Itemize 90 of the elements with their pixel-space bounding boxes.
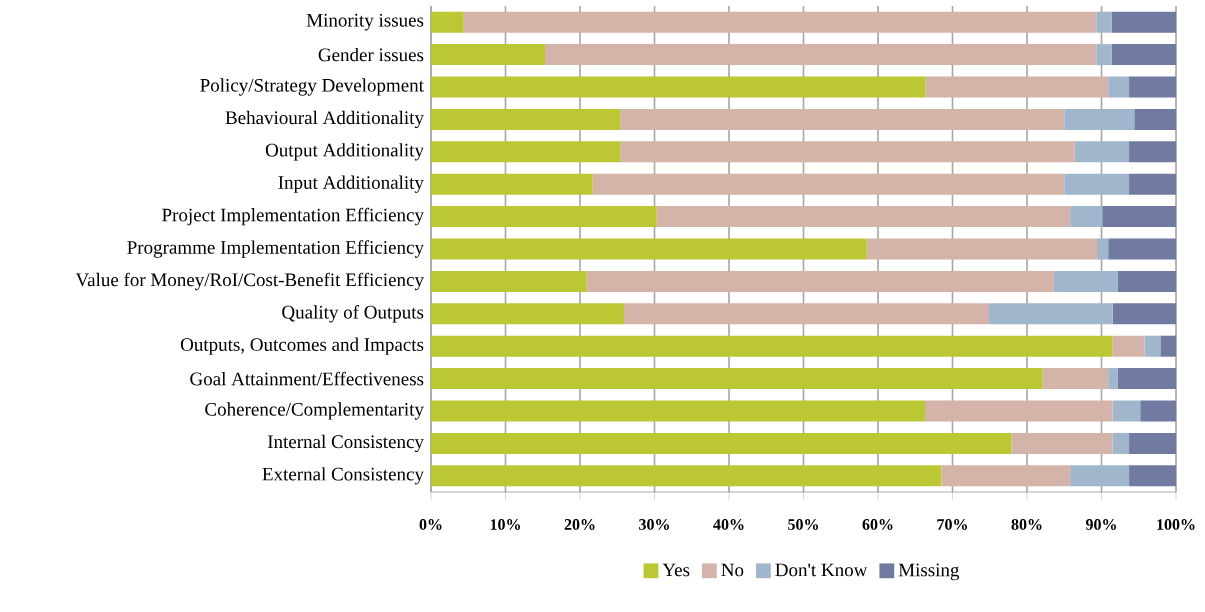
y-tick-label: Project Implementation Efficiency bbox=[162, 207, 424, 226]
y-tick-label: Programme Implementation Efficiency bbox=[127, 240, 424, 258]
bar bbox=[431, 368, 1043, 390]
bar bbox=[620, 108, 1065, 130]
y-tick-label: Quality of Outputs bbox=[282, 305, 424, 323]
bar bbox=[586, 270, 1054, 292]
x-tick-label: 70% bbox=[937, 519, 967, 530]
y-tick-label: Output Additionality bbox=[265, 143, 424, 161]
bar bbox=[431, 238, 867, 260]
bar bbox=[463, 11, 1097, 33]
bar bbox=[431, 400, 925, 422]
bar bbox=[1070, 206, 1103, 228]
legend-label: Don't Know bbox=[775, 563, 868, 577]
bar bbox=[623, 303, 989, 325]
bar bbox=[1074, 141, 1130, 163]
bar bbox=[989, 303, 1113, 325]
bar bbox=[1042, 368, 1109, 390]
y-tick-label: Minority issues bbox=[306, 13, 424, 31]
bar bbox=[431, 141, 621, 163]
bar bbox=[1064, 173, 1130, 195]
bar bbox=[431, 432, 1012, 454]
bar bbox=[1096, 44, 1112, 66]
y-tick-label: Coherence/Complementarity bbox=[205, 402, 424, 420]
bar bbox=[544, 44, 1097, 66]
bar bbox=[941, 465, 1071, 487]
bar bbox=[431, 335, 1113, 357]
y-tick-label: Goal Attainment/Effectiveness bbox=[190, 371, 424, 386]
bar bbox=[1134, 108, 1176, 130]
bar bbox=[656, 206, 1071, 228]
x-tick-label: 100% bbox=[1157, 519, 1195, 530]
y-tick-label: Policy/Strategy Development bbox=[200, 78, 424, 96]
bar bbox=[1129, 141, 1176, 163]
bar bbox=[1053, 270, 1118, 292]
bar bbox=[1112, 303, 1176, 325]
bar bbox=[1108, 76, 1130, 98]
legend-label: Yes bbox=[662, 563, 690, 577]
bar bbox=[1102, 206, 1176, 228]
bar bbox=[1144, 335, 1161, 357]
x-tick-label: 20% bbox=[564, 519, 595, 530]
bar bbox=[431, 270, 587, 292]
x-tick-label: 80% bbox=[1011, 519, 1042, 530]
bar bbox=[1111, 11, 1176, 33]
legend-label: Missing bbox=[898, 563, 960, 581]
bar bbox=[1117, 368, 1176, 390]
bar bbox=[1064, 108, 1135, 130]
y-tick-label: External Consistency bbox=[262, 467, 424, 485]
bar bbox=[1108, 368, 1118, 390]
x-tick-label: 60% bbox=[862, 519, 893, 530]
bar bbox=[1160, 335, 1176, 357]
bar bbox=[1117, 270, 1176, 292]
legend-label: No bbox=[721, 563, 744, 577]
y-tick-label: Input Additionality bbox=[278, 175, 424, 193]
bar bbox=[1129, 465, 1176, 487]
bar bbox=[431, 465, 942, 487]
bar bbox=[1096, 11, 1112, 33]
bar bbox=[1108, 238, 1176, 260]
x-tick-label: 40% bbox=[713, 519, 744, 530]
bar bbox=[1097, 238, 1109, 260]
y-tick-label: Value for Money/RoI/Cost-Benefit Efficiency bbox=[75, 272, 424, 291]
bar bbox=[431, 76, 926, 98]
bar bbox=[431, 11, 464, 33]
bar bbox=[1129, 432, 1176, 454]
bar bbox=[431, 108, 621, 130]
bar bbox=[431, 206, 657, 228]
bar bbox=[1140, 400, 1176, 422]
bar bbox=[620, 141, 1075, 163]
bar bbox=[1129, 76, 1176, 98]
bar bbox=[866, 238, 1098, 260]
x-tick-label: 50% bbox=[788, 519, 818, 530]
bar bbox=[1070, 465, 1130, 487]
y-tick-label: Internal Consistency bbox=[267, 434, 424, 453]
x-tick-label: 90% bbox=[1085, 519, 1116, 530]
bar bbox=[1129, 173, 1176, 195]
bar bbox=[431, 44, 545, 66]
bar bbox=[924, 400, 1113, 422]
y-tick-label: Gender issues bbox=[318, 47, 424, 62]
x-tick-label: 0% bbox=[419, 519, 442, 530]
y-tick-label: Behavioural Additionality bbox=[225, 110, 424, 129]
bar bbox=[1112, 400, 1141, 422]
bar bbox=[1011, 432, 1113, 454]
bar bbox=[431, 173, 593, 195]
bar bbox=[1111, 44, 1176, 66]
y-tick-label: Outputs, Outcomes and Impacts bbox=[180, 337, 424, 355]
bar bbox=[1112, 335, 1145, 357]
bar bbox=[431, 303, 624, 325]
bar bbox=[592, 173, 1065, 195]
x-tick-label: 10% bbox=[490, 519, 520, 530]
bar bbox=[925, 76, 1109, 98]
bar bbox=[1112, 432, 1130, 454]
x-tick-label: 30% bbox=[639, 519, 669, 530]
